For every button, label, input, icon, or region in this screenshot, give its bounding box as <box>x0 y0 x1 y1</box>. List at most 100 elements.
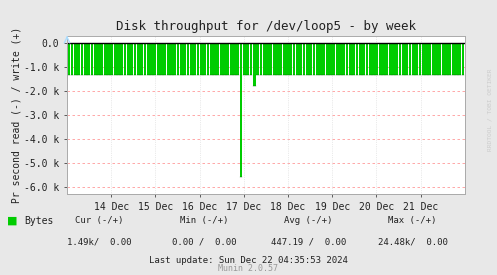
Bar <box>100 43 103 75</box>
Bar <box>313 43 316 75</box>
Bar <box>233 43 236 75</box>
Bar <box>210 43 213 75</box>
Bar <box>396 43 398 75</box>
Bar <box>243 43 246 75</box>
Bar <box>425 43 428 75</box>
Text: Last update: Sun Dec 22 04:35:53 2024: Last update: Sun Dec 22 04:35:53 2024 <box>149 256 348 265</box>
Bar <box>81 43 83 75</box>
Bar <box>372 43 375 75</box>
Bar <box>442 43 445 75</box>
Bar <box>144 43 147 75</box>
Bar <box>170 43 173 75</box>
Bar <box>150 43 153 75</box>
Bar <box>154 43 157 75</box>
Bar <box>157 43 160 75</box>
Bar <box>448 43 451 75</box>
Bar <box>346 43 348 75</box>
Bar <box>107 43 110 75</box>
Bar <box>249 43 252 75</box>
Bar <box>180 43 183 75</box>
Text: Munin 2.0.57: Munin 2.0.57 <box>219 264 278 273</box>
Bar <box>415 43 418 75</box>
Bar <box>97 43 100 75</box>
Text: 1.49k/  0.00: 1.49k/ 0.00 <box>67 238 132 247</box>
Bar <box>366 43 368 75</box>
Bar <box>87 43 90 75</box>
Bar <box>356 43 358 75</box>
Bar <box>339 43 342 75</box>
Bar <box>352 43 355 75</box>
Bar <box>78 43 80 75</box>
Bar <box>362 43 365 75</box>
Bar <box>402 43 405 75</box>
Bar <box>147 43 150 75</box>
Bar <box>177 43 179 75</box>
Text: 447.19 /  0.00: 447.19 / 0.00 <box>270 238 346 247</box>
Bar <box>230 43 233 75</box>
Bar <box>140 43 143 75</box>
Bar <box>399 43 402 75</box>
Bar <box>279 43 282 75</box>
Bar <box>124 43 127 75</box>
Bar <box>110 43 113 75</box>
Bar <box>74 43 77 75</box>
Bar <box>117 43 120 75</box>
Bar <box>84 43 87 75</box>
Bar <box>309 43 312 75</box>
Bar <box>336 43 338 75</box>
Bar <box>435 43 438 75</box>
Text: RRDTOOL / TOBI OETIKER: RRDTOOL / TOBI OETIKER <box>487 69 492 151</box>
Bar <box>167 43 169 75</box>
Text: Bytes: Bytes <box>24 216 53 226</box>
Bar <box>207 43 209 75</box>
Bar <box>237 43 239 75</box>
Bar <box>458 43 461 75</box>
Bar <box>217 43 219 75</box>
Bar <box>455 43 458 75</box>
Bar <box>283 43 286 75</box>
Text: Min (-/+): Min (-/+) <box>179 216 228 225</box>
Bar <box>386 43 388 75</box>
Bar <box>418 43 421 75</box>
Bar <box>266 43 269 75</box>
Bar <box>197 43 199 75</box>
Bar <box>332 43 335 75</box>
Bar <box>412 43 415 75</box>
Bar <box>438 43 441 75</box>
Y-axis label: Pr second read (-) / write (+): Pr second read (-) / write (+) <box>11 27 21 203</box>
Bar <box>220 43 223 75</box>
Bar <box>200 43 203 75</box>
Bar <box>389 43 392 75</box>
Bar <box>187 43 189 75</box>
Bar <box>299 43 302 75</box>
Bar <box>164 43 166 75</box>
Bar <box>406 43 408 75</box>
Bar <box>289 43 292 75</box>
Bar <box>259 43 262 75</box>
Bar <box>190 43 193 75</box>
Bar <box>104 43 107 75</box>
Bar <box>293 43 296 75</box>
Bar <box>422 43 425 75</box>
Bar <box>409 43 412 75</box>
Bar <box>326 43 329 75</box>
Bar <box>359 43 362 75</box>
Bar <box>213 43 216 75</box>
Bar <box>120 43 123 75</box>
Bar <box>369 43 372 75</box>
Bar <box>319 43 322 75</box>
Bar <box>392 43 395 75</box>
Bar <box>193 43 196 75</box>
Bar <box>68 43 70 75</box>
Bar <box>71 43 74 75</box>
Bar <box>428 43 431 75</box>
Bar <box>445 43 448 75</box>
Bar <box>296 43 299 75</box>
Title: Disk throughput for /dev/loop5 - by week: Disk throughput for /dev/loop5 - by week <box>116 20 416 33</box>
Bar <box>173 43 176 75</box>
Bar <box>269 43 272 75</box>
Bar <box>376 43 378 75</box>
Text: 24.48k/  0.00: 24.48k/ 0.00 <box>378 238 447 247</box>
Bar <box>183 43 186 75</box>
Bar <box>256 43 259 75</box>
